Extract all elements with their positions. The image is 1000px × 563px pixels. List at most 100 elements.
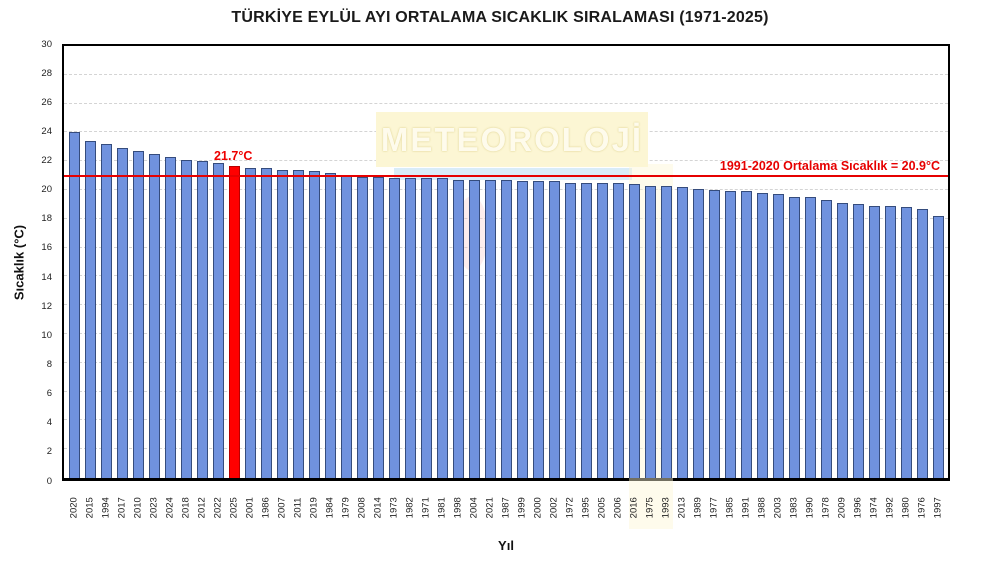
x-tick-label-1972: 1972 xyxy=(564,497,576,519)
bar-slot-2008: 2008 xyxy=(354,46,370,518)
x-tick-label-1979: 1979 xyxy=(340,497,352,519)
x-tick-label-1973: 1973 xyxy=(388,497,400,519)
bar-slot-1974: 1974 xyxy=(866,46,882,518)
bar-slot-1987: 1987 xyxy=(498,46,514,518)
x-tick-label-2000: 2000 xyxy=(532,497,544,519)
bar-1976 xyxy=(916,208,928,478)
gridline-26 xyxy=(64,102,948,104)
x-tick-label-2015: 2015 xyxy=(84,497,96,519)
bar-1995 xyxy=(580,182,592,478)
bar-slot-1991: 1991 xyxy=(738,46,754,518)
bar-2001 xyxy=(244,168,256,478)
x-tick-label-2017: 2017 xyxy=(116,497,128,519)
bar-2002 xyxy=(548,181,560,478)
y-tick-label: 4 xyxy=(46,416,52,428)
bar-1984 xyxy=(324,172,336,478)
bar-2025 xyxy=(228,165,240,478)
bar-1977 xyxy=(708,190,720,478)
bar-slot-2004: 2004 xyxy=(466,46,482,518)
x-tick-label-1996: 1996 xyxy=(852,497,864,519)
bar-slot-1972: 1972 xyxy=(562,46,578,518)
x-tick-label-2009: 2009 xyxy=(836,497,848,519)
bar-slot-2016: 2016 xyxy=(626,46,642,518)
bar-1985 xyxy=(724,191,736,478)
bar-1973 xyxy=(388,178,400,478)
bar-2023 xyxy=(148,154,160,478)
x-tick-label-1974: 1974 xyxy=(868,497,880,519)
reference-line-label: 1991-2020 Ortalama Sıcaklık = 20.9°C xyxy=(719,159,940,174)
bar-slot-2000: 2000 xyxy=(530,46,546,518)
bar-slot-1993: 1993 xyxy=(658,46,674,518)
bar-slot-1975: 1975 xyxy=(642,46,658,518)
x-tick-label-1993: 1993 xyxy=(660,497,672,519)
y-tick-label: 10 xyxy=(41,329,52,341)
x-tick-label-2020: 2020 xyxy=(68,497,80,519)
x-tick-label-2005: 2005 xyxy=(596,497,608,519)
bar-2009 xyxy=(836,202,848,478)
bar-1991 xyxy=(740,191,752,478)
y-tick-label: 8 xyxy=(46,358,52,370)
bar-slot-1994: 1994 xyxy=(98,46,114,518)
bar-2020 xyxy=(68,132,80,478)
bar-slot-2014: 2014 xyxy=(370,46,386,518)
bar-1975 xyxy=(644,185,656,478)
y-tick-label: 0 xyxy=(46,475,52,487)
bar-slot-2025: 21.7°C 2025 xyxy=(214,46,252,519)
x-tick-label-2024: 2024 xyxy=(164,497,176,519)
bar-1971 xyxy=(420,178,432,478)
x-tick-label-1985: 1985 xyxy=(724,497,736,519)
bar-slot-2010: 2010 xyxy=(130,46,146,518)
x-tick-label-2021: 2021 xyxy=(484,497,496,519)
x-tick-label-1971: 1971 xyxy=(420,497,432,519)
bar-2008 xyxy=(356,177,368,478)
bar-slot-1990: 1990 xyxy=(802,46,818,518)
bar-1982 xyxy=(404,178,416,478)
bar-slot-2013: 2013 xyxy=(674,46,690,518)
bar-2004 xyxy=(468,179,480,478)
bar-slot-2020: 2020 xyxy=(66,46,82,518)
bar-slot-2009: 2009 xyxy=(834,46,850,518)
bar-slot-1995: 1995 xyxy=(578,46,594,518)
x-tick-label-1984: 1984 xyxy=(324,497,336,519)
y-tick-label: 24 xyxy=(41,125,52,137)
bar-slot-2002: 2002 xyxy=(546,46,562,518)
bar-slot-1996: 1996 xyxy=(850,46,866,518)
x-tick-label-1982: 1982 xyxy=(404,497,416,519)
chart-plot-area: METEOROLOJİ 2020 2015 1994 2017 2010 2023 2024… xyxy=(62,44,950,529)
bar-1979 xyxy=(340,175,352,478)
x-axis-title: Yıl xyxy=(498,538,514,553)
bar-slot-1973: 1973 xyxy=(386,46,402,518)
bar-slot-2006: 2006 xyxy=(610,46,626,518)
bar-slot-2018: 2018 xyxy=(178,46,194,518)
bar-2010 xyxy=(132,151,144,478)
x-tick-label-1976: 1976 xyxy=(916,497,928,519)
x-tick-label-1999: 1999 xyxy=(516,497,528,519)
bar-slot-2015: 2015 xyxy=(82,46,98,518)
bar-slot-1977: 1977 xyxy=(706,46,722,518)
x-tick-label-2004: 2004 xyxy=(468,497,480,519)
bar-2024 xyxy=(164,156,176,478)
x-tick-label-2019: 2019 xyxy=(308,497,320,519)
bar-slot-1986: 1986 xyxy=(258,46,274,518)
bar-slot-1983: 1983 xyxy=(786,46,802,518)
bar-slot-2011: 2011 xyxy=(290,46,306,518)
x-tick-label-1992: 1992 xyxy=(884,497,896,519)
x-tick-label-2001: 2001 xyxy=(244,497,256,519)
x-tick-label-1989: 1989 xyxy=(692,497,704,519)
bar-1987 xyxy=(500,179,512,478)
bar-slot-2003: 2003 xyxy=(770,46,786,518)
bar-slot-2017: 2017 xyxy=(114,46,130,518)
bar-1986 xyxy=(260,168,272,478)
x-tick-label-1995: 1995 xyxy=(580,497,592,519)
bar-2022 xyxy=(212,162,224,478)
y-tick-label: 30 xyxy=(41,38,52,50)
y-axis-ticks: 0 2 4 6 8 10 12 14 16 18 20 22 24 26 28 30 xyxy=(28,39,56,485)
bar-slot-1976: 1976 xyxy=(914,46,930,518)
y-tick-label: 22 xyxy=(41,154,52,166)
bar-slot-2012: 2012 xyxy=(194,46,210,518)
y-tick-label: 2 xyxy=(46,446,52,458)
bar-1994 xyxy=(100,143,112,478)
x-tick-label-2007: 2007 xyxy=(276,497,288,519)
x-tick-label-1981: 1981 xyxy=(436,497,448,519)
